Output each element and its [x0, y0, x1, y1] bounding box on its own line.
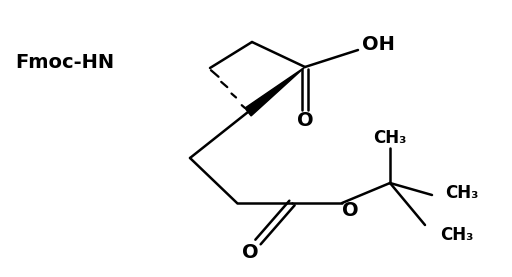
Text: CH₃: CH₃	[440, 226, 474, 244]
Polygon shape	[245, 67, 305, 116]
Text: CH₃: CH₃	[373, 129, 407, 147]
Text: CH₃: CH₃	[445, 184, 478, 202]
Text: O: O	[342, 201, 358, 219]
Text: Fmoc-HN: Fmoc-HN	[15, 53, 114, 73]
Text: OH: OH	[362, 35, 395, 53]
Text: O: O	[296, 111, 313, 130]
Text: O: O	[242, 242, 259, 261]
